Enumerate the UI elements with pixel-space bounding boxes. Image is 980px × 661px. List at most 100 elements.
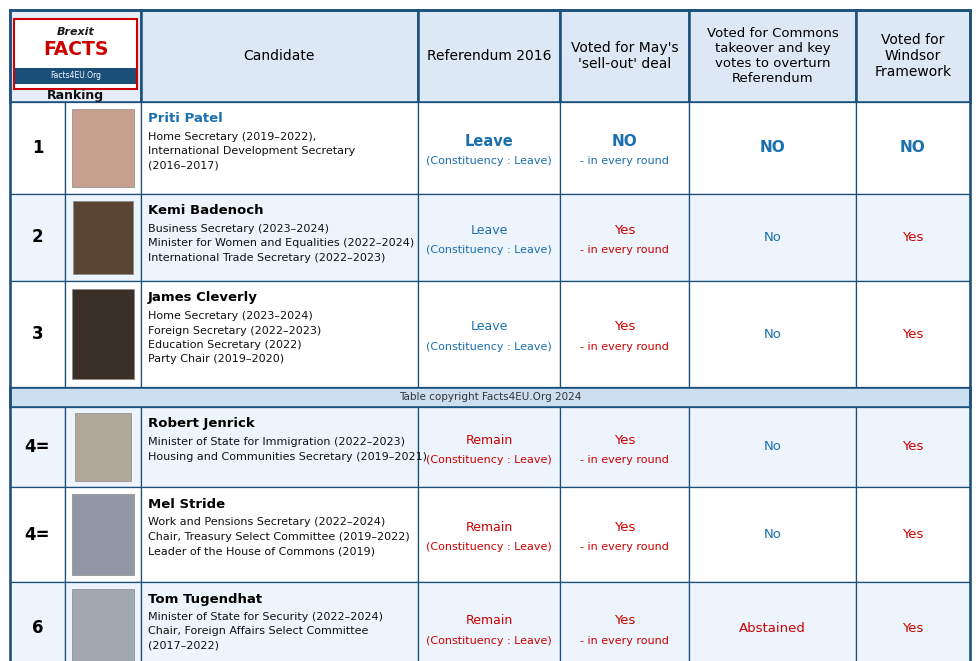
Bar [561,407,689,487]
Text: (2017–2022): (2017–2022) [148,641,219,651]
Text: Yes: Yes [903,440,924,453]
Bar [689,582,856,661]
Bar [14,19,137,89]
Text: Leader of the House of Commons (2019): Leader of the House of Commons (2019) [148,546,375,556]
Bar [417,194,561,281]
Text: Yes: Yes [903,621,924,635]
Text: Chair, Treasury Select Committee (2019–2022): Chair, Treasury Select Committee (2019–2… [148,531,410,541]
Text: Tom Tugendhat: Tom Tugendhat [148,592,262,605]
Text: Minister for Women and Equalities (2022–2024): Minister for Women and Equalities (2022–… [148,239,415,249]
Text: (Constituency : Leave): (Constituency : Leave) [426,455,552,465]
Text: Leave: Leave [465,134,514,149]
Text: Yes: Yes [613,434,635,446]
Text: - in every round: - in every round [580,543,669,553]
Bar [10,407,65,487]
Text: Yes: Yes [903,327,924,340]
Text: Yes: Yes [613,615,635,627]
Text: Yes: Yes [613,321,635,334]
Text: (Constituency : Leave): (Constituency : Leave) [426,636,552,646]
Text: FACTS: FACTS [43,40,108,59]
Text: Facts4EU.Org: Facts4EU.Org [50,71,101,81]
Text: Work and Pensions Secretary (2022–2024): Work and Pensions Secretary (2022–2024) [148,517,385,527]
Bar [141,281,417,387]
Bar [856,102,970,194]
Text: Home Secretary (2023–2024): Home Secretary (2023–2024) [148,311,313,321]
Text: Robert Jenrick: Robert Jenrick [148,418,255,430]
Bar [561,194,689,281]
Text: Kemi Badenoch: Kemi Badenoch [148,204,264,217]
Bar [65,487,141,582]
Bar [689,487,856,582]
Text: (Constituency : Leave): (Constituency : Leave) [426,156,552,166]
Bar [856,10,970,102]
Text: 4=: 4= [24,525,50,543]
Text: 2: 2 [31,229,43,247]
Bar [72,289,134,379]
Bar [141,582,417,661]
Bar [417,582,561,661]
Text: Chair, Foreign Affairs Select Committee: Chair, Foreign Affairs Select Committee [148,627,368,637]
Text: (Constituency : Leave): (Constituency : Leave) [426,543,552,553]
Text: Brexit: Brexit [57,27,94,37]
Bar [689,281,856,387]
Bar [141,407,417,487]
Bar [10,10,141,102]
Bar [417,10,561,102]
Text: Home Secretary (2019–2022),: Home Secretary (2019–2022), [148,132,317,142]
Text: International Trade Secretary (2022–2023): International Trade Secretary (2022–2023… [148,253,385,263]
Text: Yes: Yes [613,521,635,534]
Text: Mel Stride: Mel Stride [148,498,225,510]
Bar [72,589,134,661]
Bar [689,194,856,281]
Bar [73,200,133,274]
Bar [15,68,136,83]
Text: 1: 1 [31,139,43,157]
Text: 6: 6 [31,619,43,637]
Text: Ranking: Ranking [47,89,104,102]
Text: No: No [763,440,781,453]
Bar [561,582,689,661]
Bar [856,487,970,582]
Bar [65,407,141,487]
Bar [72,109,134,187]
Bar [856,582,970,661]
Bar [856,194,970,281]
Text: (Constituency : Leave): (Constituency : Leave) [426,245,552,256]
Bar [561,10,689,102]
Text: No: No [763,231,781,244]
Text: - in every round: - in every round [580,636,669,646]
Bar [561,281,689,387]
Text: Party Chair (2019–2020): Party Chair (2019–2020) [148,354,284,364]
Text: Yes: Yes [903,528,924,541]
Text: No: No [763,327,781,340]
Text: Remain: Remain [466,521,513,534]
Bar [65,281,141,387]
Bar [10,281,65,387]
Text: Leave: Leave [470,321,508,334]
Text: Voted for Commons
takeover and key
votes to overturn
Referendum: Voted for Commons takeover and key votes… [707,27,838,85]
Text: Business Secretary (2023–2024): Business Secretary (2023–2024) [148,224,329,234]
Bar [689,407,856,487]
Text: - in every round: - in every round [580,156,669,166]
Text: Abstained: Abstained [739,621,806,635]
Bar [417,102,561,194]
Bar [141,194,417,281]
Text: Housing and Communities Secretary (2019–2021): Housing and Communities Secretary (2019–… [148,451,427,461]
Text: 3: 3 [31,325,43,343]
Text: 4=: 4= [24,438,50,456]
Bar [65,102,141,194]
Text: Voted for
Windsor
Framework: Voted for Windsor Framework [874,33,952,79]
Text: - in every round: - in every round [580,245,669,256]
Bar [856,281,970,387]
Text: Referendum 2016: Referendum 2016 [426,49,551,63]
Bar [141,10,417,102]
Text: No: No [763,528,781,541]
Bar [10,487,65,582]
Text: NO: NO [760,141,785,155]
Text: NO: NO [612,134,638,149]
Bar [417,407,561,487]
Text: - in every round: - in every round [580,455,669,465]
Text: Voted for May's
'sell-out' deal: Voted for May's 'sell-out' deal [570,41,678,71]
Text: Remain: Remain [466,434,513,446]
Text: (2016–2017): (2016–2017) [148,161,219,171]
